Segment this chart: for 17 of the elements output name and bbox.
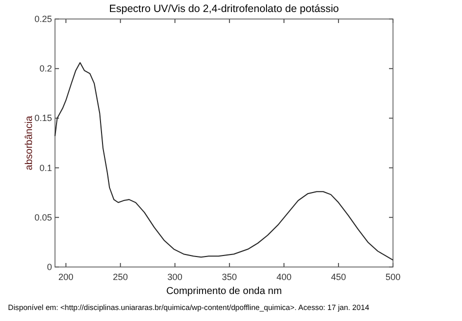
x-tick-label: 350 <box>222 272 237 282</box>
y-tick-label: 0 <box>46 262 52 272</box>
y-tick-label: 0.2 <box>39 64 52 74</box>
x-tick-label: 300 <box>167 272 182 282</box>
y-tick-label: 0.1 <box>39 162 52 173</box>
x-tick-label: 200 <box>58 272 74 282</box>
y-tick-label: 0.15 <box>34 113 52 124</box>
x-tick-label: 400 <box>276 272 292 282</box>
y-tick-label: 0.05 <box>34 212 52 222</box>
y-axis-title: absorbância <box>24 115 35 170</box>
x-axis-title: Comprimento de onda nm <box>166 286 282 297</box>
x-tick-label: 500 <box>385 272 401 282</box>
x-tick-label: 250 <box>112 272 128 282</box>
line-series <box>54 62 394 261</box>
chart-title: Espectro UV/Vis do 2,4-dritrofenolato de potássio <box>109 3 340 15</box>
x-tick-label: 450 <box>330 272 346 282</box>
y-tick-label: 0.25 <box>34 14 52 24</box>
